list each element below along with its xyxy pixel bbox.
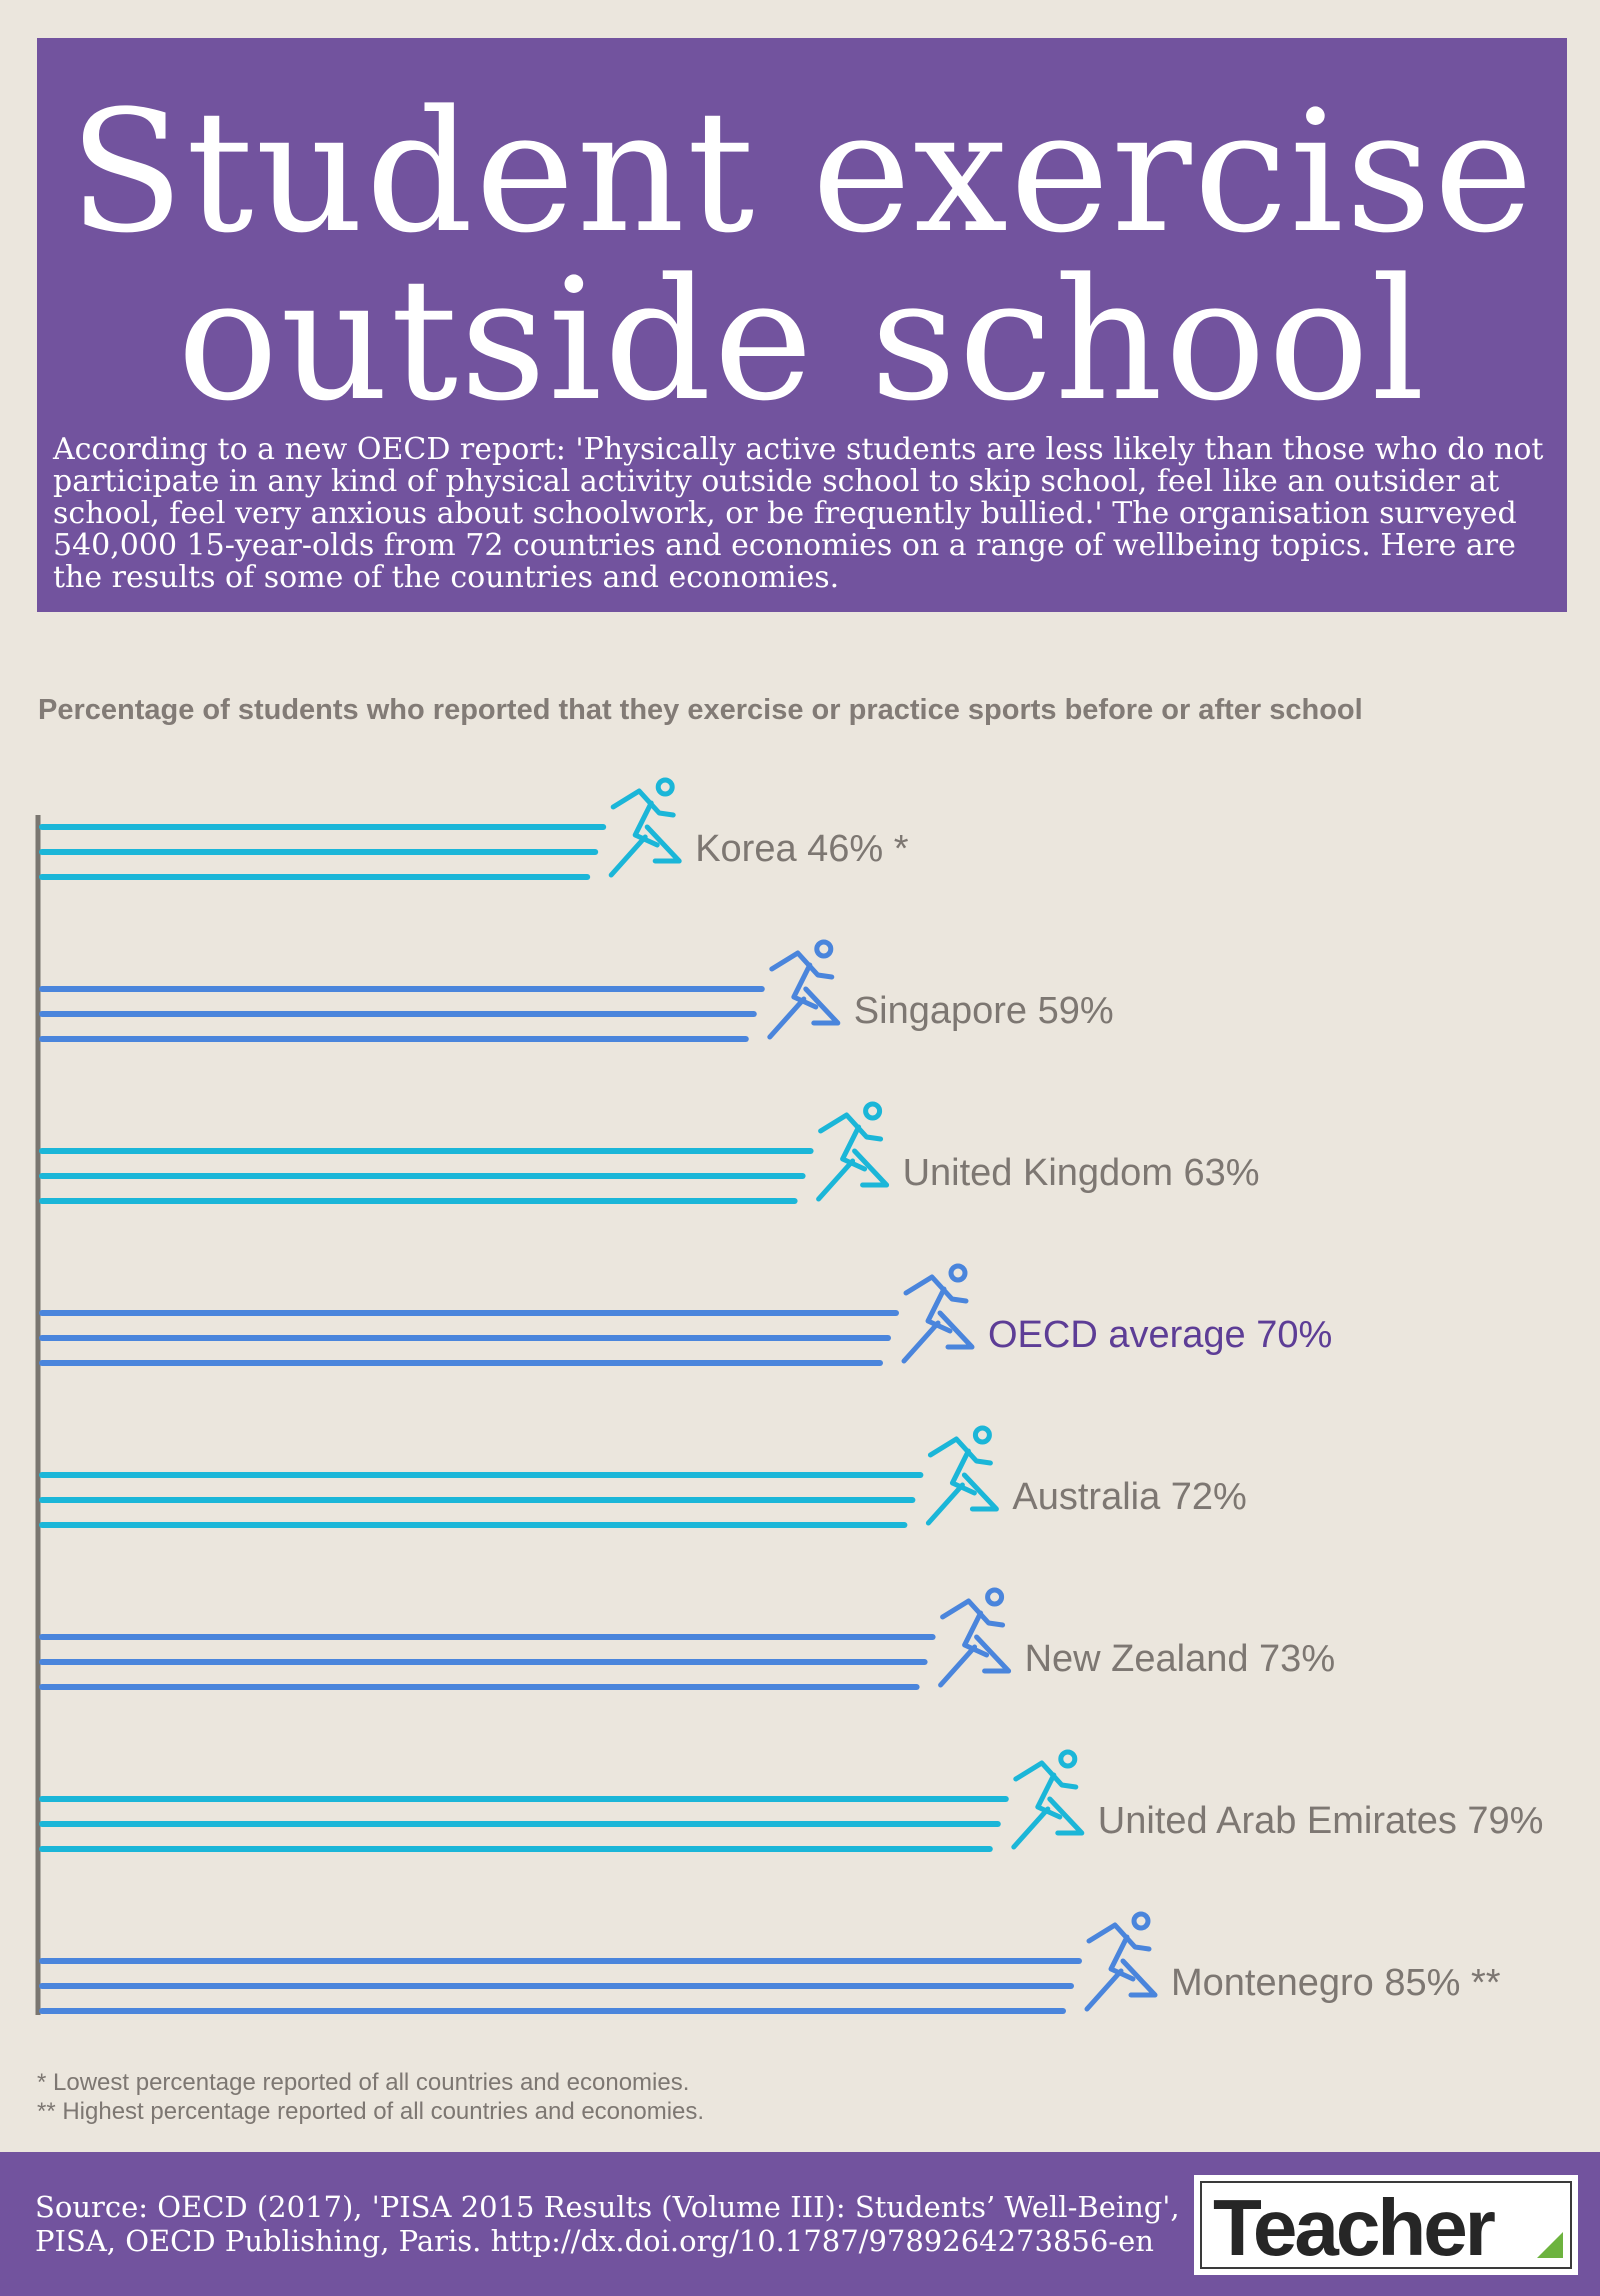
runner-icon — [816, 1101, 890, 1202]
chart-title: Percentage of students who reported that… — [38, 694, 1363, 726]
footnotes: * Lowest percentage reported of all coun… — [37, 2068, 704, 2126]
runner-icon — [938, 1587, 1012, 1688]
bar-label: Montenegro 85% ** — [1171, 1962, 1501, 2004]
runner-icon — [925, 1425, 999, 1526]
bar-label: Singapore 59% — [854, 990, 1114, 1032]
page-title: Student exercise outside school — [37, 88, 1567, 424]
footer: Source: OECD (2017), 'PISA 2015 Results … — [0, 2152, 1600, 2296]
title-line-1: Student exercise — [68, 74, 1536, 270]
bar-label: Australia 72% — [1012, 1476, 1246, 1518]
bar-chart: Korea 46% * Singapore 59% United Kingdom 6… — [35, 777, 1544, 2015]
footnote-lowest: * Lowest percentage reported of all coun… — [37, 2069, 690, 2096]
source-line-2: PISA, OECD Publishing, Paris. http://dx.… — [35, 2224, 1154, 2258]
footnote-highest: ** Highest percentage reported of all co… — [37, 2098, 705, 2125]
source-line-1: Source: OECD (2017), 'PISA 2015 Results … — [35, 2190, 1180, 2224]
bar-label: New Zealand 73% — [1025, 1638, 1336, 1680]
source-citation: Source: OECD (2017), 'PISA 2015 Results … — [35, 2190, 1180, 2258]
teacher-logo: Teacher — [1194, 2175, 1578, 2275]
bar-label: OECD average 70% — [988, 1314, 1332, 1356]
runner-icon — [901, 1263, 975, 1364]
bar-label: United Kingdom 63% — [903, 1152, 1260, 1194]
logo-text: Teacher — [1213, 2183, 1496, 2272]
runner-icon — [1011, 1749, 1085, 1850]
title-line-2: outside school — [177, 242, 1427, 438]
logo-triangle-icon — [1537, 2232, 1563, 2258]
intro-paragraph: According to a new OECD report: 'Physica… — [53, 432, 1544, 595]
header-banner: Student exercise outside school Accordin… — [37, 38, 1567, 612]
bar-label: United Arab Emirates 79% — [1098, 1800, 1544, 1842]
bar-label: Korea 46% * — [695, 828, 909, 870]
runner-icon — [608, 777, 682, 878]
runner-icon — [1084, 1911, 1158, 2012]
runner-icon — [767, 939, 841, 1040]
